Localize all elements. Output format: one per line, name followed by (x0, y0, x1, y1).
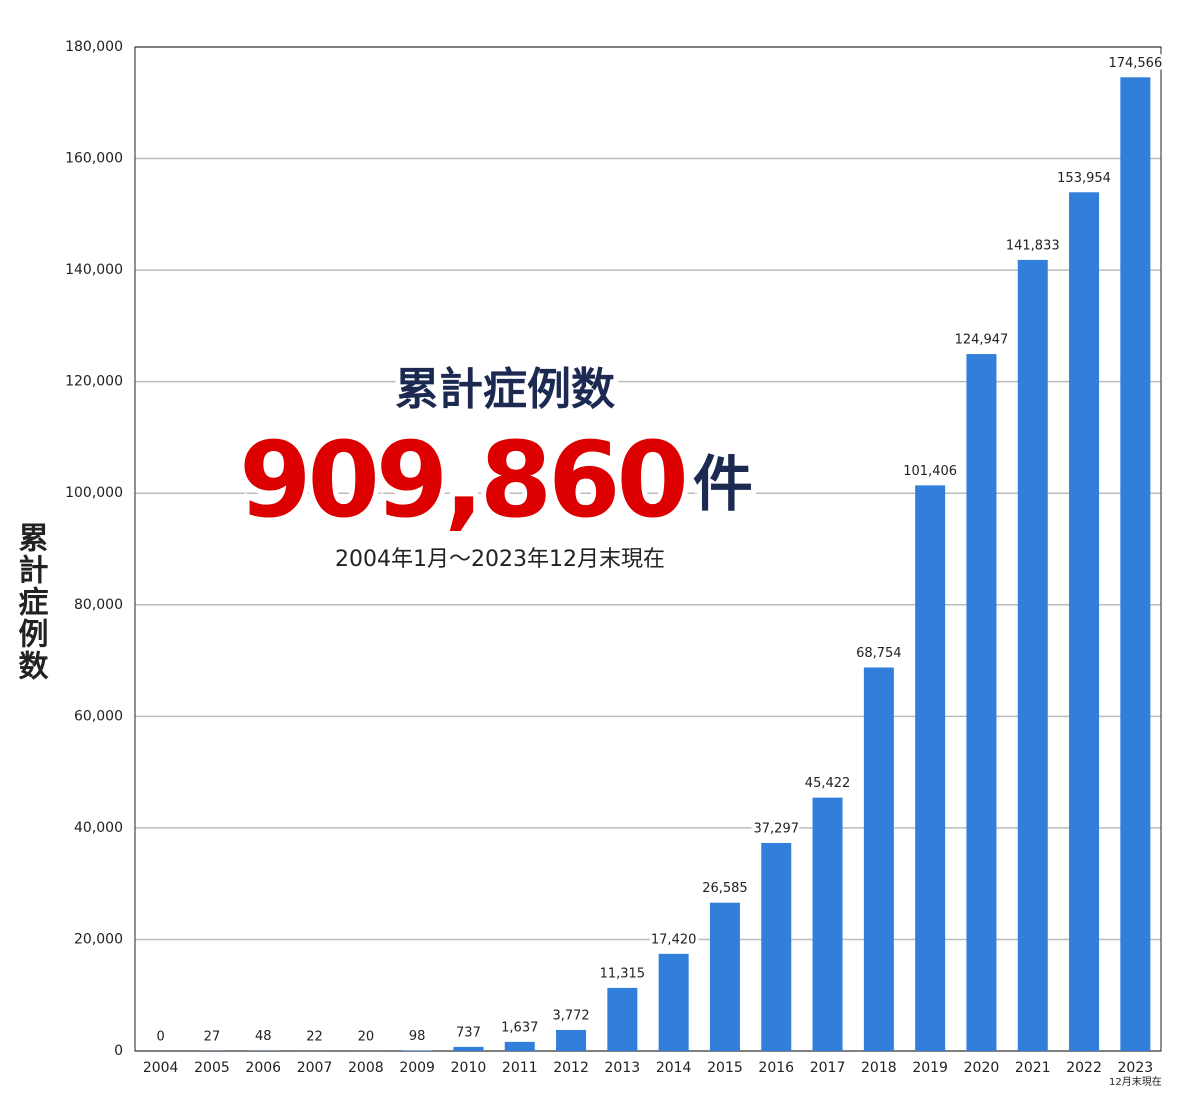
bar (1120, 77, 1151, 1052)
value-label: 11,315 (600, 966, 646, 981)
x-tick-label: 2012 (553, 1060, 589, 1076)
x-tick-label: 2021 (1015, 1060, 1051, 1076)
bar (761, 842, 792, 1051)
bar (812, 797, 843, 1051)
value-label: 45,422 (805, 776, 851, 791)
value-label: 26,585 (702, 881, 748, 896)
value-label: 37,297 (754, 821, 800, 836)
value-label: 68,754 (856, 646, 902, 661)
x-tick-note: 12月末現在 (1109, 1075, 1162, 1088)
y-tick-label: 100,000 (65, 485, 123, 501)
value-label: 3,772 (552, 1008, 589, 1023)
annotation-total: 909,860 (239, 419, 685, 541)
y-tick-label: 160,000 (65, 151, 123, 167)
value-label: 141,833 (1006, 238, 1060, 253)
value-label: 48 (255, 1029, 272, 1044)
x-tick-label: 2009 (399, 1060, 435, 1076)
value-label: 0 (157, 1030, 165, 1045)
y-tick-label: 80,000 (74, 597, 123, 613)
annotation-total-line: 909,860 件 (239, 419, 753, 541)
bar (709, 902, 740, 1051)
x-tick-label: 2023 (1118, 1060, 1154, 1076)
y-tick-label: 120,000 (65, 374, 123, 390)
value-label: 124,947 (955, 333, 1009, 348)
y-tick-label: 60,000 (74, 708, 123, 724)
y-tick-label: 140,000 (65, 262, 123, 278)
x-tick-label: 2006 (245, 1060, 281, 1076)
x-tick-label: 2017 (810, 1060, 846, 1076)
bar (607, 987, 638, 1051)
y-axis-label: 累計症例数 (13, 522, 49, 682)
bar (658, 953, 689, 1051)
value-label: 27 (204, 1029, 221, 1044)
bar (402, 1050, 433, 1051)
y-tick-label: 0 (114, 1043, 123, 1059)
bar (1069, 192, 1100, 1051)
value-label: 22 (306, 1029, 323, 1044)
bar (453, 1046, 484, 1051)
value-label: 174,566 (1108, 56, 1162, 71)
annotation-title: 累計症例数 (395, 364, 615, 415)
bar (1017, 259, 1048, 1051)
bar (915, 485, 946, 1051)
x-tick-label: 2014 (656, 1060, 692, 1076)
bar (863, 667, 894, 1051)
annotation-unit: 件 (693, 450, 753, 520)
value-label: 1,637 (501, 1020, 538, 1035)
x-tick-label: 2019 (912, 1060, 948, 1076)
x-tick-label: 2022 (1066, 1060, 1102, 1076)
value-label: 737 (456, 1025, 481, 1040)
x-tick-label: 2005 (194, 1060, 230, 1076)
y-tick-label: 40,000 (74, 820, 123, 836)
bar (504, 1041, 535, 1051)
value-label: 101,406 (903, 464, 957, 479)
x-tick-label: 2015 (707, 1060, 743, 1076)
x-tick-label: 2018 (861, 1060, 897, 1076)
x-tick-label: 2020 (964, 1060, 1000, 1076)
x-tick-label: 2013 (605, 1060, 641, 1076)
x-tick-label: 2008 (348, 1060, 384, 1076)
x-tick-label: 2010 (451, 1060, 487, 1076)
value-label: 153,954 (1057, 171, 1111, 186)
value-label: 20 (358, 1029, 375, 1044)
bar (556, 1029, 587, 1051)
x-tick-label: 2011 (502, 1060, 538, 1076)
x-tick-label: 2004 (143, 1060, 179, 1076)
y-tick-label: 20,000 (74, 931, 123, 947)
x-tick-label: 2016 (758, 1060, 794, 1076)
value-label: 17,420 (651, 932, 697, 947)
annotation-period: 2004年1月～2023年12月末現在 (335, 547, 665, 572)
value-label: 98 (409, 1029, 426, 1044)
x-tick-label: 2007 (297, 1060, 333, 1076)
y-tick-label: 180,000 (65, 39, 123, 55)
plot-frame (134, 46, 1162, 1052)
bar (966, 354, 997, 1052)
